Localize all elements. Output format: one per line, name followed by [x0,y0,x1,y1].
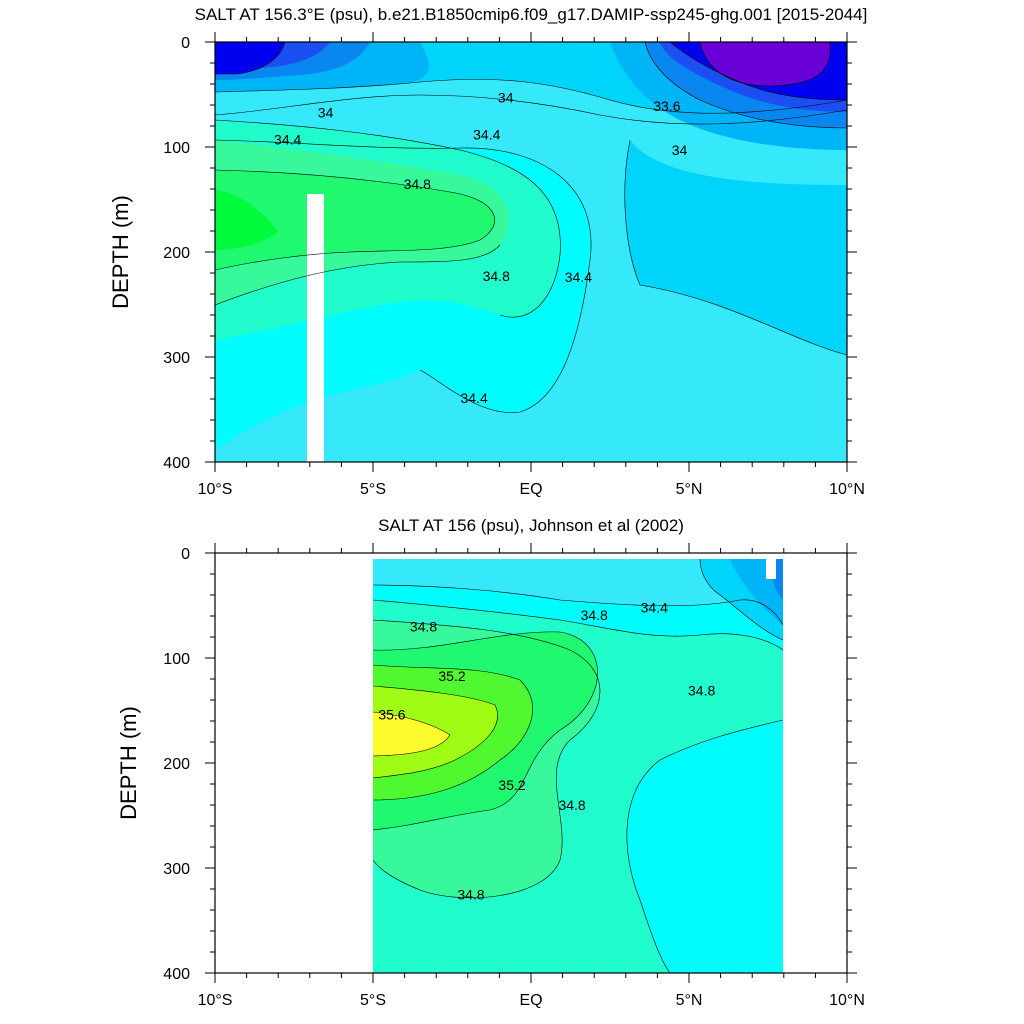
y-tick-label: 0 [181,546,190,563]
contour-lines-bottom [372,558,784,973]
contour-label: 34.4 [460,390,487,406]
obs-missing-cell [766,559,776,579]
x-tick-label: EQ [519,481,542,498]
contour-label: 35.2 [438,668,465,684]
contour-label: 34.8 [404,176,431,192]
y-tick-label: 100 [163,651,190,668]
x-tick-label: 10°S [198,481,233,498]
y-tick-label: 300 [163,350,190,367]
band-green-core [215,170,495,270]
contour-label: 34.8 [558,797,585,813]
panel-top-model: SALT AT 156.3°E (psu), b.e21.B1850cmip6.… [108,5,867,498]
x-tick-label: 5°N [676,992,703,1009]
x-tick-label: 10°N [829,992,865,1009]
contour-label: 34.8 [410,619,437,635]
x-tick-label: 5°S [360,992,386,1009]
contour-label: 33.6 [653,98,680,114]
y-tick-label: 400 [163,966,190,983]
panel-top-title: SALT AT 156.3°E (psu), b.e21.B1850cmip6.… [195,5,868,24]
x-tick-label: 5°S [360,481,386,498]
contour-label: 34.8 [457,886,484,902]
y-tick-label: 400 [163,455,190,472]
y-tick-label: 200 [163,245,190,262]
band-light-blue-east [624,140,847,355]
y-tick-label: 100 [163,140,190,157]
contour-label: 35.2 [498,777,525,793]
contour-labels-top: 34 34 33.6 34.4 34.4 34 34.8 34.8 34.4 34.4 [274,90,687,406]
contour-labels-bottom: 34.8 34.8 34.4 35.2 35.6 34.8 35.2 34.8 34.8 [378,600,715,903]
panel-top-ylabel: DEPTH (m) [108,195,133,309]
contour-label: 34.8 [483,268,510,284]
contour-label: 34.8 [688,683,715,699]
panel-bottom-ylabel: DEPTH (m) [116,706,141,820]
contour-label: 35.6 [378,707,405,723]
contour-label: 34.4 [565,269,592,285]
contour-label: 34.4 [274,132,301,148]
x-tick-label: 10°S [198,992,233,1009]
panel-bottom-title: SALT AT 156 (psu), Johnson et al (2002) [378,516,684,535]
panel-bottom-field: 34.8 34.8 34.4 35.2 35.6 34.8 35.2 34.8 34.8 [372,558,784,973]
contour-label: 34.4 [473,126,500,142]
contour-label: 34.8 [581,607,608,623]
panel-top-field: 34 34 33.6 34.4 34.4 34 34.8 34.8 34.4 34.4 [215,42,847,462]
panel-bottom-observed: SALT AT 156 (psu), Johnson et al (2002) [116,516,865,1009]
band-bright-green-core [215,190,278,250]
y-tick-label: 0 [181,35,190,52]
contour-label: 34 [498,90,514,106]
x-tick-label: 5°N [676,481,703,498]
panel-bottom-axes: 10°S 5°S EQ 5°N 10°N 0 100 200 300 400 [163,543,865,1009]
y-tick-label: 300 [163,861,190,878]
band-royal-blue [215,42,847,112]
band-deep-violet [700,42,831,86]
contour-label: 34.4 [641,600,668,616]
missing-data-column [307,194,324,462]
y-tick-label: 200 [163,756,190,773]
obs-band-yellow [373,712,450,756]
contour-label: 34 [672,142,688,158]
panel-top-axes: 10°S 5°S EQ 5°N 10°N 0 100 200 300 400 [163,32,865,498]
x-tick-label: 10°N [829,481,865,498]
x-tick-label: EQ [519,992,542,1009]
contour-label: 34 [318,104,334,120]
